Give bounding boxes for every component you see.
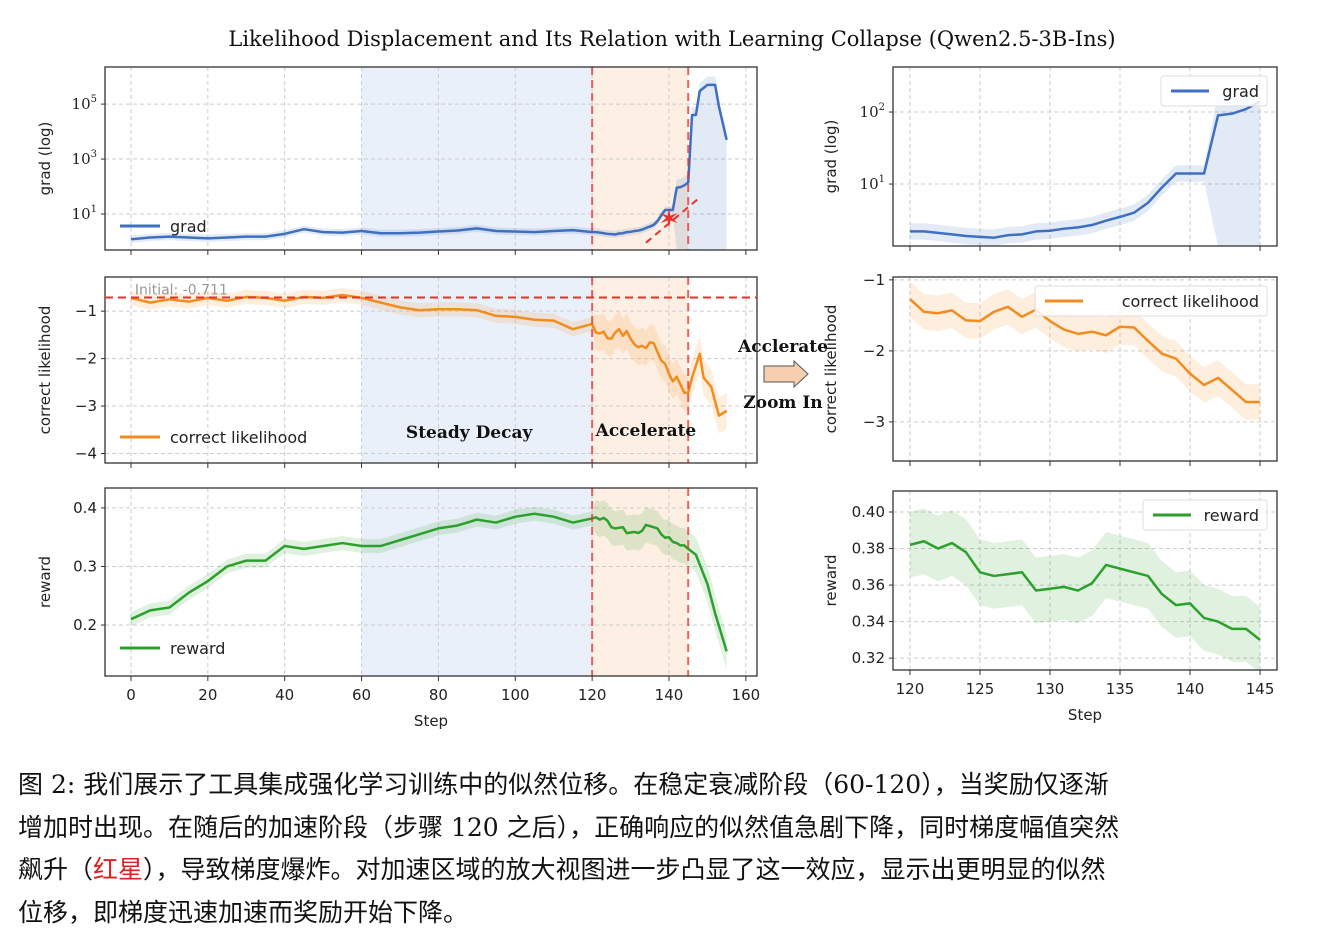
panel-left-likelihood: −1 −2 −3 −4 correct likelihood correct likeli… [36, 276, 758, 468]
initial-value-label: Initial: -0.711 [135, 282, 228, 298]
y-axis-label: correct likelihood [36, 306, 54, 435]
y-tick-label: −2 [75, 350, 97, 368]
plot-area [105, 67, 757, 250]
plot-area [105, 488, 757, 676]
x-axis-label: Step [1068, 706, 1102, 724]
axes-frame [104, 276, 758, 464]
plot-area [893, 277, 1277, 461]
caption-line: 位移，即梯度迅速加速而奖励开始下降。 [18, 897, 469, 927]
y-tick-label: 103 [72, 149, 97, 168]
y-tick-label: −2 [863, 342, 885, 360]
figure: Likelihood Displacement and Its Relation… [36, 27, 1278, 730]
x-tick-label: 135 [1106, 680, 1135, 698]
axes-frame [104, 66, 758, 251]
accelerate-region [592, 277, 689, 463]
y-tick-label: 0.4 [73, 499, 97, 517]
y-tick-label: 0.3 [73, 557, 97, 575]
x-tick-label: 140 [1176, 680, 1205, 698]
x-tick-label: 0 [126, 686, 136, 704]
panel-left-reward: 0.2 0.3 0.4 0 20 40 60 80 100 120 140 160 Step reward… [36, 487, 761, 730]
x-tick-label: 160 [732, 686, 761, 704]
y-tick-label: −1 [863, 271, 885, 289]
legend-label: correct likelihood [1122, 292, 1259, 311]
legend-label: reward [1204, 506, 1259, 525]
y-tick-label: 0.38 [852, 540, 885, 558]
panel-right-likelihood: −1 −2 −3 correct likelihood correct likeliho… [822, 271, 1278, 466]
y-tick-label: −1 [75, 302, 97, 320]
zoom-arrow-icon [763, 359, 809, 389]
y-tick-label: −3 [75, 397, 97, 415]
steady-decay-label: Steady Decay [406, 423, 534, 443]
zoom-annotation-top: Acclerate [737, 337, 828, 357]
y-tick-label: 105 [72, 94, 97, 113]
caption-text: ），导致梯度爆炸。对加速区域的放大视图进一步凸显了这一效应，显示出更明显的似然 [143, 855, 1106, 884]
x-tick-label: 60 [352, 686, 371, 704]
legend-box [1160, 75, 1268, 107]
reward-line [130, 512, 728, 652]
axes-frame [892, 490, 1278, 671]
steady-decay-region [361, 67, 593, 250]
legend-box [1034, 285, 1268, 317]
panel-right-reward: 0.32 0.34 0.36 0.38 0.40 120 125 130 135 140 145 St… [822, 490, 1278, 724]
y-axis-label: correct likelihood [822, 305, 840, 434]
x-tick-label: 120 [896, 680, 925, 698]
y-axis-label: grad (log) [36, 122, 54, 196]
accelerate-region [592, 488, 689, 676]
caption-text: 飙升（ [18, 855, 94, 884]
reward-confidence-band [909, 508, 1261, 670]
y-axis-label: grad (log) [822, 120, 840, 194]
reward-line [909, 539, 1261, 641]
y-tick-label: 102 [860, 102, 885, 121]
y-tick-label: 0.34 [852, 613, 885, 631]
accelerate-region [592, 67, 689, 250]
x-tick-label: 80 [429, 686, 448, 704]
caption-red-star-text: 红星 [93, 855, 144, 884]
x-tick-label: 20 [198, 686, 217, 704]
grad-line [909, 100, 1261, 239]
caption-line: 增加时出现。在随后的加速阶段（步骤 120 之后），正确响应的似然值急剧下降，同… [18, 812, 1120, 842]
x-tick-label: 130 [1036, 680, 1065, 698]
caption-line: 飙升（红星），导致梯度爆炸。对加速区域的放大视图进一步凸显了这一效应，显示出更明… [18, 849, 1318, 892]
y-tick-label: 0.32 [852, 649, 885, 667]
y-tick-label: 101 [72, 204, 97, 223]
axes-frame [104, 487, 758, 677]
y-axis-label: reward [822, 555, 840, 607]
x-tick-label: 100 [501, 686, 530, 704]
x-tick-label: 140 [655, 686, 684, 704]
y-axis-label: reward [36, 556, 54, 608]
panel-left-grad: 101 103 105 grad (log) grad ✶ [36, 66, 758, 255]
x-axis-label: Step [414, 712, 448, 730]
panel-right-grad: 101 102 grad (log) grad [822, 66, 1278, 251]
y-tick-label: 0.40 [852, 503, 885, 521]
y-tick-label: −3 [863, 413, 885, 431]
caption-line: 图 2: 我们展示了工具集成强化学习训练中的似然位移。在稳定衰减阶段（60-12… [18, 770, 1109, 799]
axes-frame [892, 276, 1278, 462]
plot-area [105, 277, 757, 463]
x-tick-label: 120 [578, 686, 607, 704]
likelihood-confidence-band [130, 287, 727, 434]
red-star-icon: ✶ [658, 204, 680, 234]
axes-frame [892, 66, 1278, 247]
y-tick-label: 0.36 [852, 576, 885, 594]
zoom-annotation-bottom: Zoom In [743, 393, 822, 413]
legend-label: reward [170, 639, 225, 658]
likelihood-line [909, 298, 1261, 404]
plot-layer: 101 103 105 grad (log) grad ✶ −1 −2 −3 −4 correct … [36, 66, 1278, 730]
x-tick-label: 40 [275, 686, 294, 704]
legend-box [1142, 499, 1268, 531]
legend-label: correct likelihood [170, 428, 307, 447]
figure-caption: 图 2: 我们展示了工具集成强化学习训练中的似然位移。在稳定衰减阶段（60-12… [18, 764, 1318, 934]
y-tick-label: −4 [75, 445, 97, 463]
x-tick-label: 125 [966, 680, 995, 698]
legend-label: grad [1222, 82, 1259, 101]
x-tick-label: 145 [1246, 680, 1275, 698]
reward-confidence-band [130, 499, 727, 669]
likelihood-confidence-band [909, 281, 1261, 420]
accelerate-label: Accelerate [595, 421, 697, 441]
chart-title: Likelihood Displacement and Its Relation… [228, 27, 1115, 51]
y-tick-label: 0.2 [73, 616, 97, 634]
legend-label: grad [170, 217, 207, 236]
y-tick-label: 101 [860, 174, 885, 193]
